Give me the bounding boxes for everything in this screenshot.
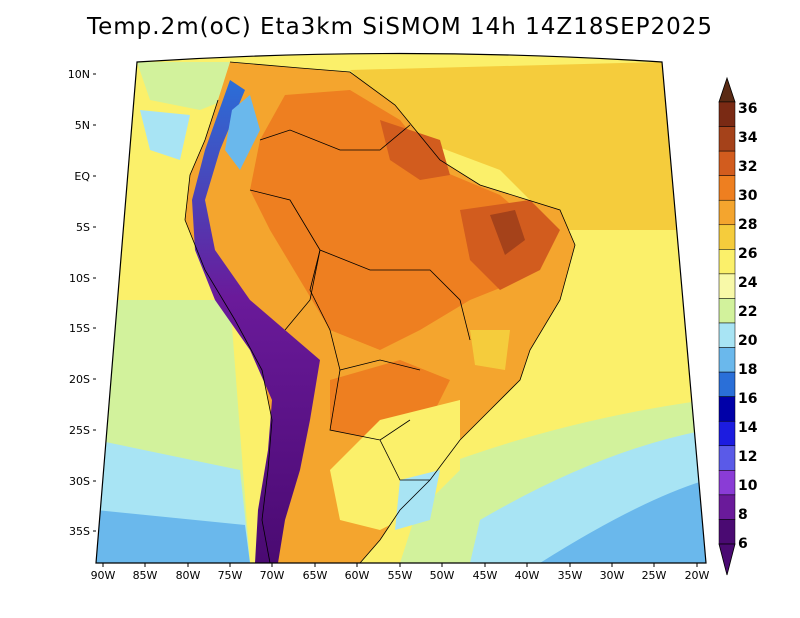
colorbar-label: 12 bbox=[738, 449, 757, 465]
colorbar-segment bbox=[718, 126, 736, 152]
lon-label: 80W bbox=[176, 569, 201, 582]
colorbar-segment bbox=[718, 101, 736, 127]
colorbar-segment bbox=[718, 199, 736, 226]
colorbar-label: 20 bbox=[738, 333, 758, 349]
colorbar-segment bbox=[718, 494, 736, 520]
latitude-axis: 10N 5N EQ 5S 10S 15S 20S 25S 30S 35S bbox=[68, 68, 96, 538]
temperature-field bbox=[96, 53, 706, 563]
colorbar-label: 32 bbox=[738, 159, 757, 175]
colorbar-label: 28 bbox=[738, 217, 757, 233]
colorbar-label: 18 bbox=[738, 362, 757, 378]
lon-label: 60W bbox=[345, 569, 370, 582]
colorbar-label: 24 bbox=[738, 275, 758, 291]
colorbar-segment bbox=[718, 224, 736, 250]
colorbar-label: 22 bbox=[738, 304, 757, 320]
longitude-axis: 90W 85W 80W 75W 70W 65W 60W 55W 50W 45W … bbox=[91, 563, 710, 582]
colorbar-segment bbox=[718, 371, 736, 397]
colorbar-label: 36 bbox=[738, 101, 757, 117]
colorbar-segments bbox=[718, 101, 736, 545]
map-frame bbox=[95, 52, 707, 564]
lon-label: 75W bbox=[218, 569, 243, 582]
lat-label: 25S bbox=[69, 424, 90, 437]
lon-label: 85W bbox=[133, 569, 158, 582]
lon-label: 30W bbox=[600, 569, 625, 582]
lat-label: 5S bbox=[76, 221, 90, 234]
interior-hot-zone bbox=[250, 90, 540, 350]
lat-label: 5N bbox=[75, 119, 90, 132]
lat-label: 15S bbox=[69, 322, 90, 335]
lon-label: 40W bbox=[515, 569, 540, 582]
andes-cold-ridge bbox=[192, 80, 320, 563]
colorbar-segment bbox=[718, 347, 736, 373]
colorbar-segment bbox=[718, 396, 736, 422]
pacific-colder-band bbox=[96, 510, 250, 563]
colorbar-label: 14 bbox=[738, 420, 758, 436]
colorbar-bottom-arrow bbox=[718, 543, 736, 576]
colorbar-label: 16 bbox=[738, 391, 757, 407]
lon-label: 50W bbox=[430, 569, 455, 582]
pacific-equatorial-cool bbox=[140, 110, 190, 160]
colorbar-segment bbox=[718, 150, 736, 176]
colorbar-segment bbox=[718, 420, 736, 447]
lat-label: 10S bbox=[69, 272, 90, 285]
lon-label: 90W bbox=[91, 569, 116, 582]
colorbar-label: 34 bbox=[738, 130, 758, 146]
colorbar-segment bbox=[718, 298, 736, 324]
lat-label: 20S bbox=[69, 373, 90, 386]
highlands-mild-zone bbox=[470, 330, 510, 370]
colorbar-label: 10 bbox=[738, 478, 758, 494]
colorbar-top-arrow bbox=[718, 76, 736, 103]
south-cool-zone bbox=[395, 470, 440, 530]
lat-label: 30S bbox=[69, 475, 90, 488]
colorbar-segment bbox=[718, 519, 736, 545]
colorbar: 36 34 32 30 28 26 24 22 20 18 16 14 12 1… bbox=[718, 76, 758, 576]
lat-label: 10N bbox=[68, 68, 90, 81]
colorbar-segment bbox=[718, 249, 736, 275]
colorbar-segment bbox=[718, 175, 736, 201]
colorbar-segment bbox=[718, 470, 736, 496]
colorbar-segment bbox=[718, 322, 736, 348]
map-title: Temp.2m(oC) Eta3km SiSMOM 14h 14Z18SEP20… bbox=[86, 14, 714, 40]
country-borders bbox=[184, 61, 576, 563]
lon-label: 55W bbox=[388, 569, 413, 582]
colorbar-label: 6 bbox=[738, 536, 748, 552]
hottest-spot bbox=[490, 210, 525, 255]
andes-north-cool bbox=[225, 95, 260, 170]
colorbar-label: 26 bbox=[738, 246, 757, 262]
lon-label: 70W bbox=[260, 569, 285, 582]
colorbar-label: 30 bbox=[738, 188, 758, 204]
lat-label: EQ bbox=[74, 170, 90, 183]
lon-label: 25W bbox=[642, 569, 667, 582]
lat-label: 35S bbox=[69, 525, 90, 538]
atlantic-colder-band bbox=[540, 480, 706, 563]
lon-label: 20W bbox=[685, 569, 710, 582]
colorbar-segment bbox=[718, 273, 736, 299]
atlantic-warm-zone bbox=[350, 62, 676, 230]
lon-label: 65W bbox=[303, 569, 328, 582]
lon-label: 35W bbox=[558, 569, 583, 582]
colorbar-label: 8 bbox=[738, 507, 748, 523]
colorbar-segment bbox=[718, 445, 736, 471]
lon-label: 45W bbox=[473, 569, 498, 582]
